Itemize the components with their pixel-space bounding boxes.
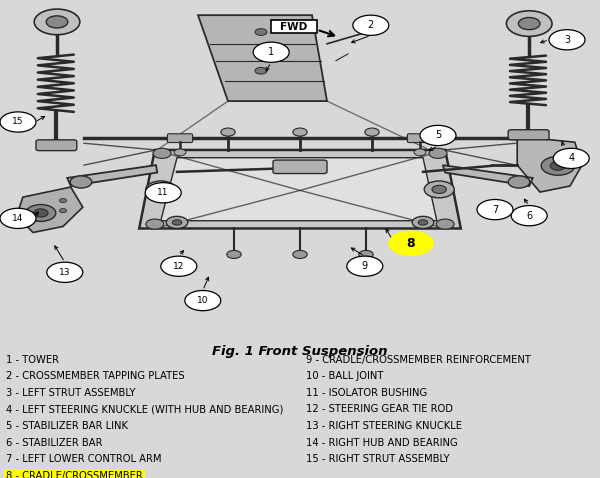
Text: 14 - RIGHT HUB AND BEARING: 14 - RIGHT HUB AND BEARING xyxy=(306,438,458,448)
Circle shape xyxy=(424,181,454,198)
Text: 11 - ISOLATOR BUSHING: 11 - ISOLATOR BUSHING xyxy=(306,388,427,398)
Text: 5 - STABILIZER BAR LINK: 5 - STABILIZER BAR LINK xyxy=(6,421,128,431)
Circle shape xyxy=(436,219,454,229)
Circle shape xyxy=(414,149,426,156)
Text: 4 - LEFT STEERING KNUCKLE (WITH HUB AND BEARING): 4 - LEFT STEERING KNUCKLE (WITH HUB AND … xyxy=(6,404,283,414)
Circle shape xyxy=(347,256,383,276)
FancyBboxPatch shape xyxy=(508,130,549,140)
Circle shape xyxy=(34,9,80,35)
Circle shape xyxy=(353,15,389,35)
Text: 10: 10 xyxy=(197,296,209,305)
Circle shape xyxy=(255,29,267,35)
Circle shape xyxy=(70,176,92,188)
Text: 8 - CRADLE/CROSSMEMBER: 8 - CRADLE/CROSSMEMBER xyxy=(6,471,143,478)
Circle shape xyxy=(145,183,181,203)
Text: 12 - STEERING GEAR TIE ROD: 12 - STEERING GEAR TIE ROD xyxy=(306,404,453,414)
Text: 3 - LEFT STRUT ASSEMBLY: 3 - LEFT STRUT ASSEMBLY xyxy=(6,388,136,398)
Text: FWD: FWD xyxy=(280,22,308,32)
Polygon shape xyxy=(17,187,83,232)
Circle shape xyxy=(154,185,168,194)
Polygon shape xyxy=(443,165,533,186)
Circle shape xyxy=(412,217,434,228)
Text: 3: 3 xyxy=(564,35,570,45)
Circle shape xyxy=(506,11,552,36)
FancyBboxPatch shape xyxy=(271,20,317,33)
Circle shape xyxy=(161,256,197,276)
Text: 1 - TOWER: 1 - TOWER xyxy=(6,355,59,365)
Circle shape xyxy=(26,205,56,221)
Circle shape xyxy=(59,208,67,213)
Circle shape xyxy=(59,198,67,203)
Circle shape xyxy=(293,128,307,136)
Circle shape xyxy=(553,148,589,169)
Polygon shape xyxy=(67,165,157,186)
Circle shape xyxy=(508,176,530,188)
Text: 2 - CROSSMEMBER TAPPING PLATES: 2 - CROSSMEMBER TAPPING PLATES xyxy=(6,371,185,381)
Circle shape xyxy=(46,16,68,28)
Circle shape xyxy=(185,291,221,311)
Text: 14: 14 xyxy=(13,214,23,223)
Circle shape xyxy=(359,250,373,259)
Circle shape xyxy=(221,128,235,136)
Circle shape xyxy=(47,262,83,282)
Text: 9: 9 xyxy=(362,261,368,271)
Circle shape xyxy=(146,181,176,198)
Text: 6: 6 xyxy=(526,211,532,221)
Text: 4: 4 xyxy=(568,153,574,163)
FancyBboxPatch shape xyxy=(36,140,77,151)
Circle shape xyxy=(0,112,36,132)
Text: 5: 5 xyxy=(435,130,441,141)
Circle shape xyxy=(420,125,456,146)
Circle shape xyxy=(429,148,447,158)
Text: 2: 2 xyxy=(368,20,374,30)
Circle shape xyxy=(293,250,307,259)
Circle shape xyxy=(153,148,171,158)
Circle shape xyxy=(418,220,428,225)
Circle shape xyxy=(550,162,566,170)
Circle shape xyxy=(432,185,446,194)
Text: 7: 7 xyxy=(492,205,498,215)
Circle shape xyxy=(541,156,575,175)
Text: 15 - RIGHT STRUT ASSEMBLY: 15 - RIGHT STRUT ASSEMBLY xyxy=(306,455,449,465)
Circle shape xyxy=(227,250,241,259)
Text: 9 - CRADLE/CROSSMEMBER REINFORCEMENT: 9 - CRADLE/CROSSMEMBER REINFORCEMENT xyxy=(306,355,531,365)
Text: 11: 11 xyxy=(157,188,169,197)
Circle shape xyxy=(146,219,164,229)
Text: 13 - RIGHT STEERING KNUCKLE: 13 - RIGHT STEERING KNUCKLE xyxy=(306,421,462,431)
Text: 15: 15 xyxy=(12,118,24,127)
Circle shape xyxy=(255,49,267,55)
Text: 1: 1 xyxy=(268,47,274,57)
Circle shape xyxy=(549,30,585,50)
Text: 8: 8 xyxy=(407,237,415,250)
Circle shape xyxy=(172,220,182,225)
Text: 13: 13 xyxy=(59,268,71,277)
Polygon shape xyxy=(139,150,461,228)
Text: 10 - BALL JOINT: 10 - BALL JOINT xyxy=(306,371,383,381)
Text: 6 - STABILIZER BAR: 6 - STABILIZER BAR xyxy=(6,438,103,448)
Circle shape xyxy=(0,208,36,228)
Circle shape xyxy=(511,206,547,226)
Circle shape xyxy=(34,209,48,217)
Text: 7 - LEFT LOWER CONTROL ARM: 7 - LEFT LOWER CONTROL ARM xyxy=(6,455,161,465)
Circle shape xyxy=(166,217,188,228)
Circle shape xyxy=(255,67,267,74)
Text: 12: 12 xyxy=(173,262,184,271)
FancyBboxPatch shape xyxy=(407,134,433,142)
Circle shape xyxy=(365,128,379,136)
Circle shape xyxy=(174,149,186,156)
Circle shape xyxy=(477,199,513,220)
Polygon shape xyxy=(161,158,437,221)
Text: Fig. 1 Front Suspension: Fig. 1 Front Suspension xyxy=(212,345,388,358)
FancyBboxPatch shape xyxy=(167,134,193,142)
Circle shape xyxy=(518,18,540,30)
Polygon shape xyxy=(517,137,582,192)
Circle shape xyxy=(388,230,434,256)
Circle shape xyxy=(253,42,289,62)
FancyBboxPatch shape xyxy=(273,160,327,174)
Polygon shape xyxy=(198,15,327,101)
